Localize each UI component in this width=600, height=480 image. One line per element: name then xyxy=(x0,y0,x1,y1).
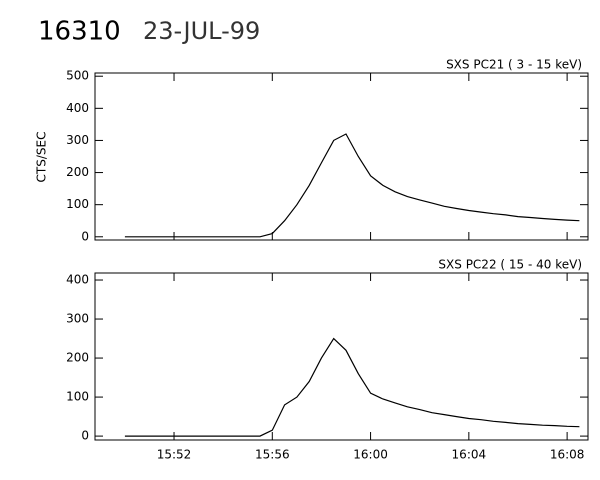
x-tick-label: 15:52 xyxy=(157,448,192,462)
observation-id: 16310 xyxy=(38,17,121,47)
x-tick-label: 16:00 xyxy=(353,448,388,462)
y-tick-label: 300 xyxy=(66,312,89,326)
panel-subtitle: SXS PC22 ( 15 - 40 keV) xyxy=(438,258,582,272)
y-axis-label: CTS/SEC xyxy=(35,132,49,183)
y-tick-label: 100 xyxy=(66,197,89,211)
plot-frame xyxy=(94,272,589,441)
y-tick-label: 0 xyxy=(81,429,89,443)
y-tick-label: 300 xyxy=(66,133,89,147)
y-tick-label: 500 xyxy=(66,69,89,83)
x-tick-label: 15:56 xyxy=(255,448,290,462)
y-tick-label: 100 xyxy=(66,390,89,404)
observation-date: 23-JUL-99 xyxy=(143,17,260,45)
light-curve xyxy=(124,337,580,437)
y-tick-label: 400 xyxy=(66,273,89,287)
y-tick-label: 200 xyxy=(66,165,89,179)
x-tick-label: 16:08 xyxy=(550,448,585,462)
y-tick-label: 200 xyxy=(66,351,89,365)
panel-subtitle: SXS PC21 ( 3 - 15 keV) xyxy=(446,58,582,72)
light-curve xyxy=(124,133,580,238)
x-tick-label: 16:04 xyxy=(452,448,487,462)
plot-frame xyxy=(94,72,589,241)
y-tick-label: 400 xyxy=(66,101,89,115)
y-tick-label: 0 xyxy=(81,229,89,243)
